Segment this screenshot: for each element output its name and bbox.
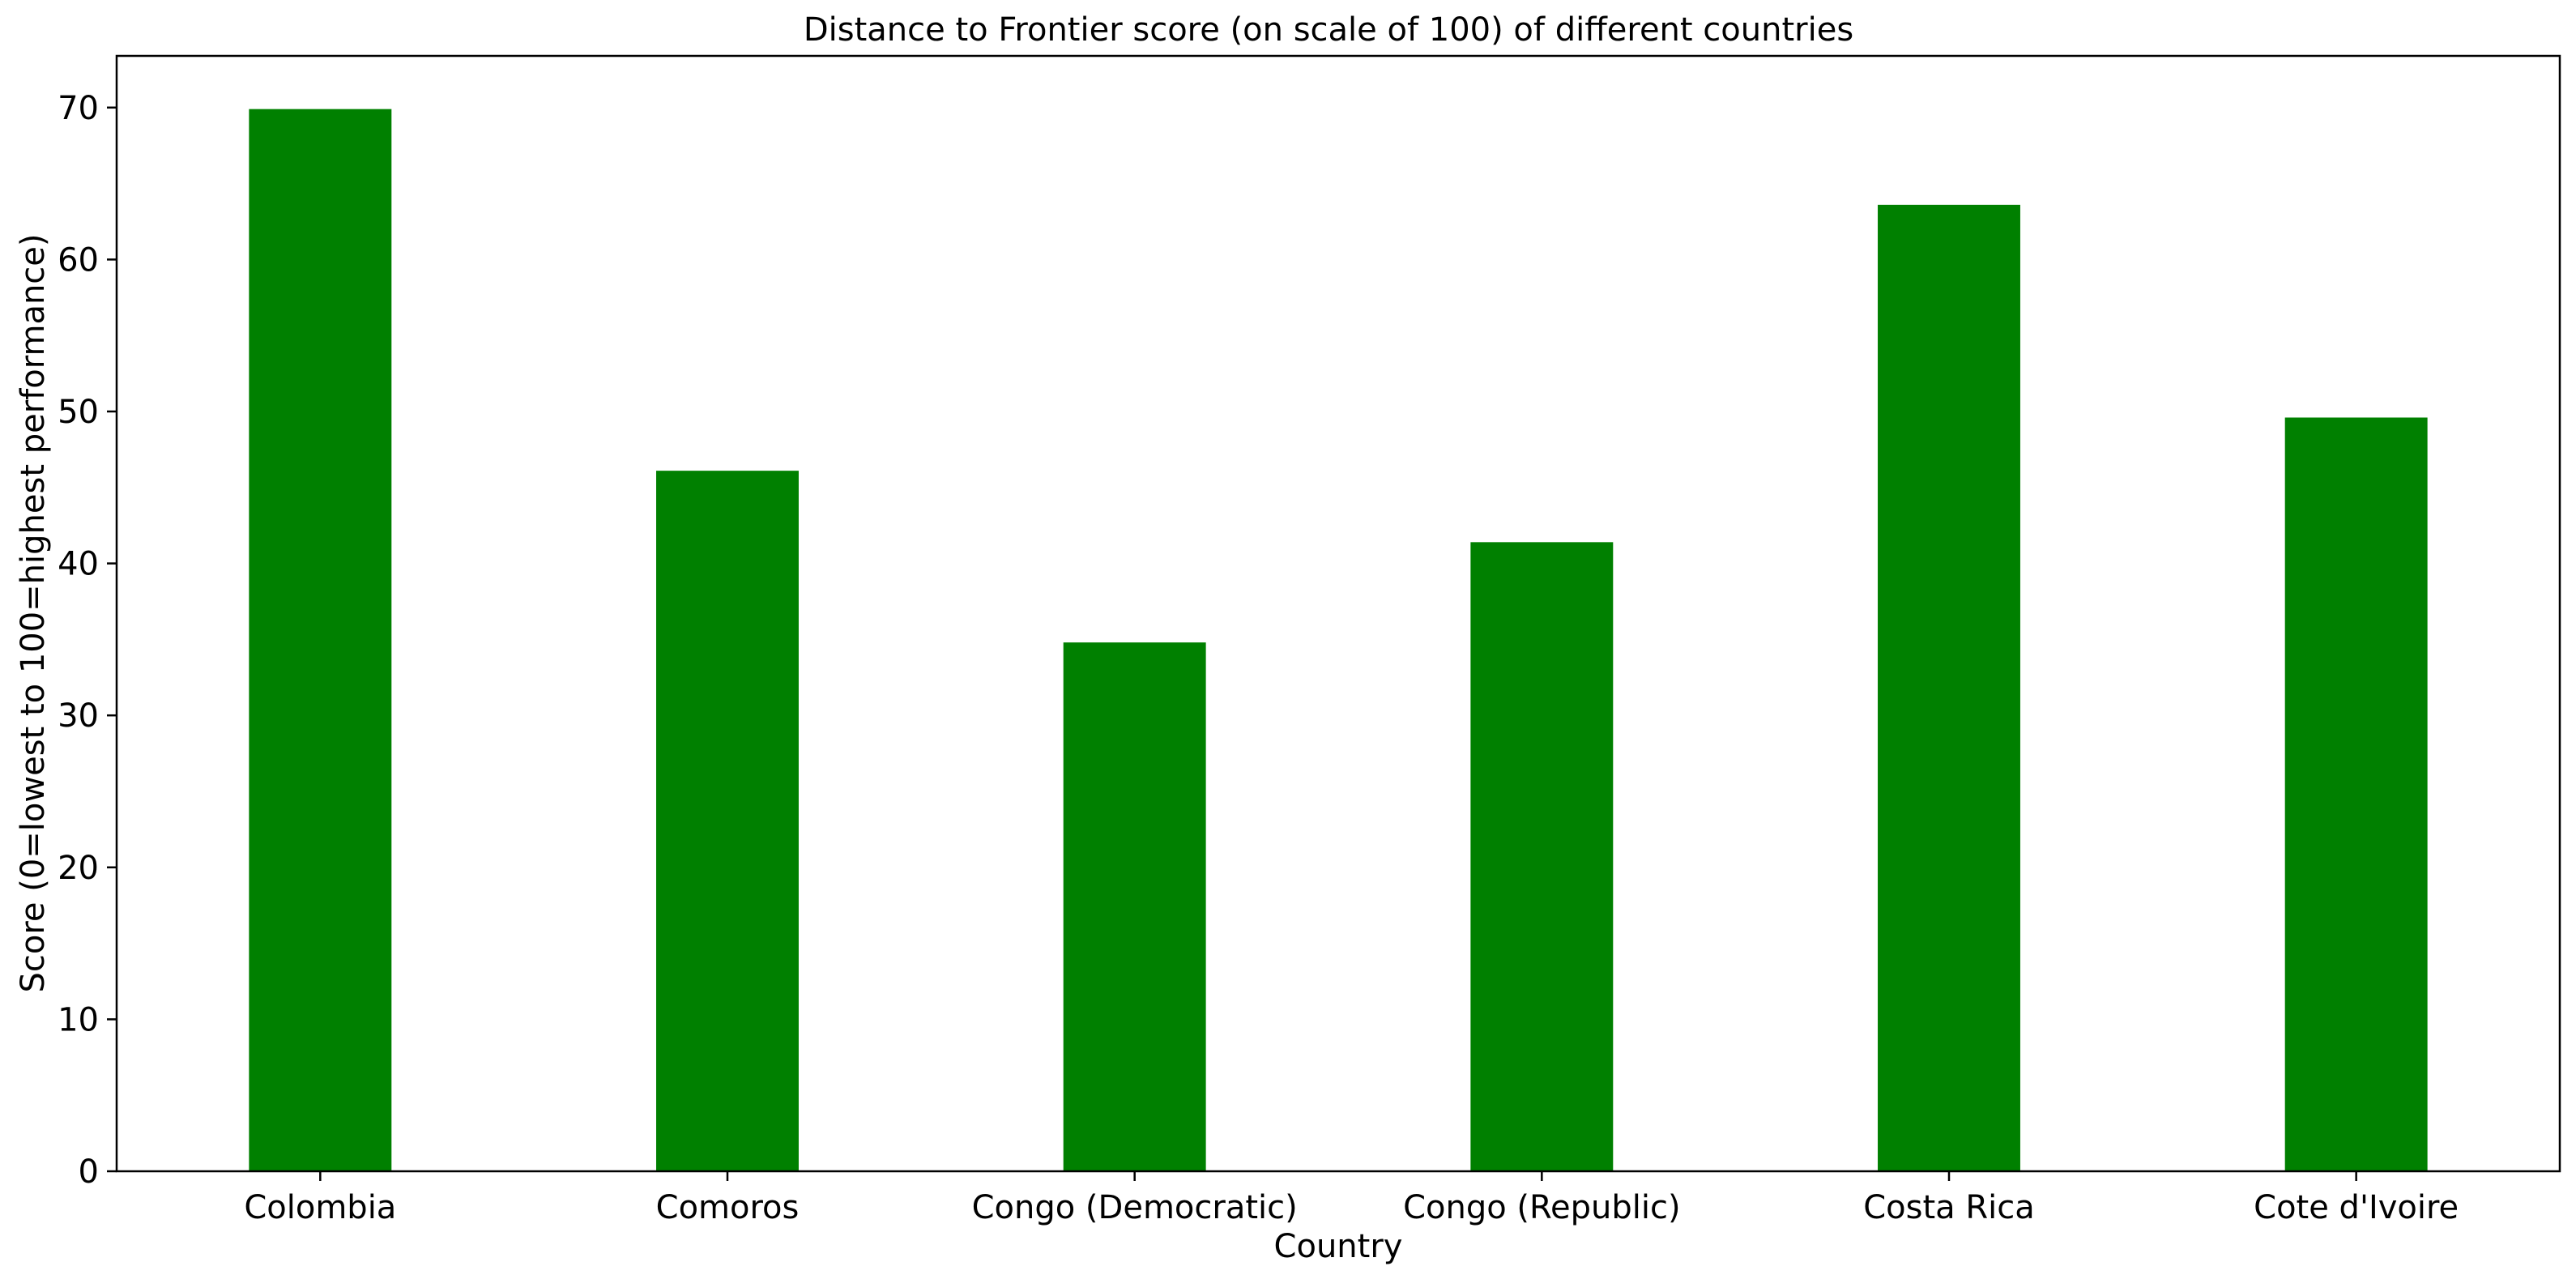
- y-tick-label: 20: [58, 850, 99, 887]
- y-tick-label: 70: [58, 90, 99, 127]
- y-tick-label: 50: [58, 394, 99, 431]
- y-tick-label: 30: [58, 697, 99, 735]
- x-tick-label: Costa Rica: [1863, 1189, 2035, 1226]
- y-tick-label: 10: [58, 1001, 99, 1038]
- y-axis-label: Score (0=lowest to 100=highest performan…: [15, 233, 52, 992]
- x-axis-ticks: Colombia Comoros Congo (Democratic) Congo (…: [244, 1171, 2459, 1226]
- x-tick-label: Congo (Republic): [1403, 1189, 1681, 1226]
- y-tick-label: 0: [79, 1153, 99, 1191]
- x-axis-label: Country: [1274, 1228, 1403, 1265]
- bars-group: [249, 109, 2428, 1172]
- bar-congo-republic: [1470, 542, 1614, 1171]
- bar-congo-democratic: [1063, 642, 1206, 1171]
- bar-comoros: [656, 471, 799, 1171]
- chart-title: Distance to Frontier score (on scale of …: [804, 11, 1853, 49]
- plot-area-frame: [115, 54, 2561, 1173]
- bar-colombia: [249, 109, 392, 1171]
- bar-cote-d-ivoire: [2284, 417, 2428, 1171]
- bar-costa-rica: [1878, 204, 2020, 1172]
- x-tick-label: Colombia: [244, 1189, 396, 1226]
- x-tick-label: Congo (Democratic): [972, 1189, 1298, 1226]
- x-tick-label: Cote d'Ivoire: [2254, 1189, 2459, 1226]
- x-tick-label: Comoros: [656, 1189, 800, 1226]
- y-axis-ticks: 0 10 20 30 40 50 60 70: [58, 90, 117, 1191]
- y-tick-label: 60: [58, 241, 99, 279]
- y-tick-label: 40: [58, 546, 99, 583]
